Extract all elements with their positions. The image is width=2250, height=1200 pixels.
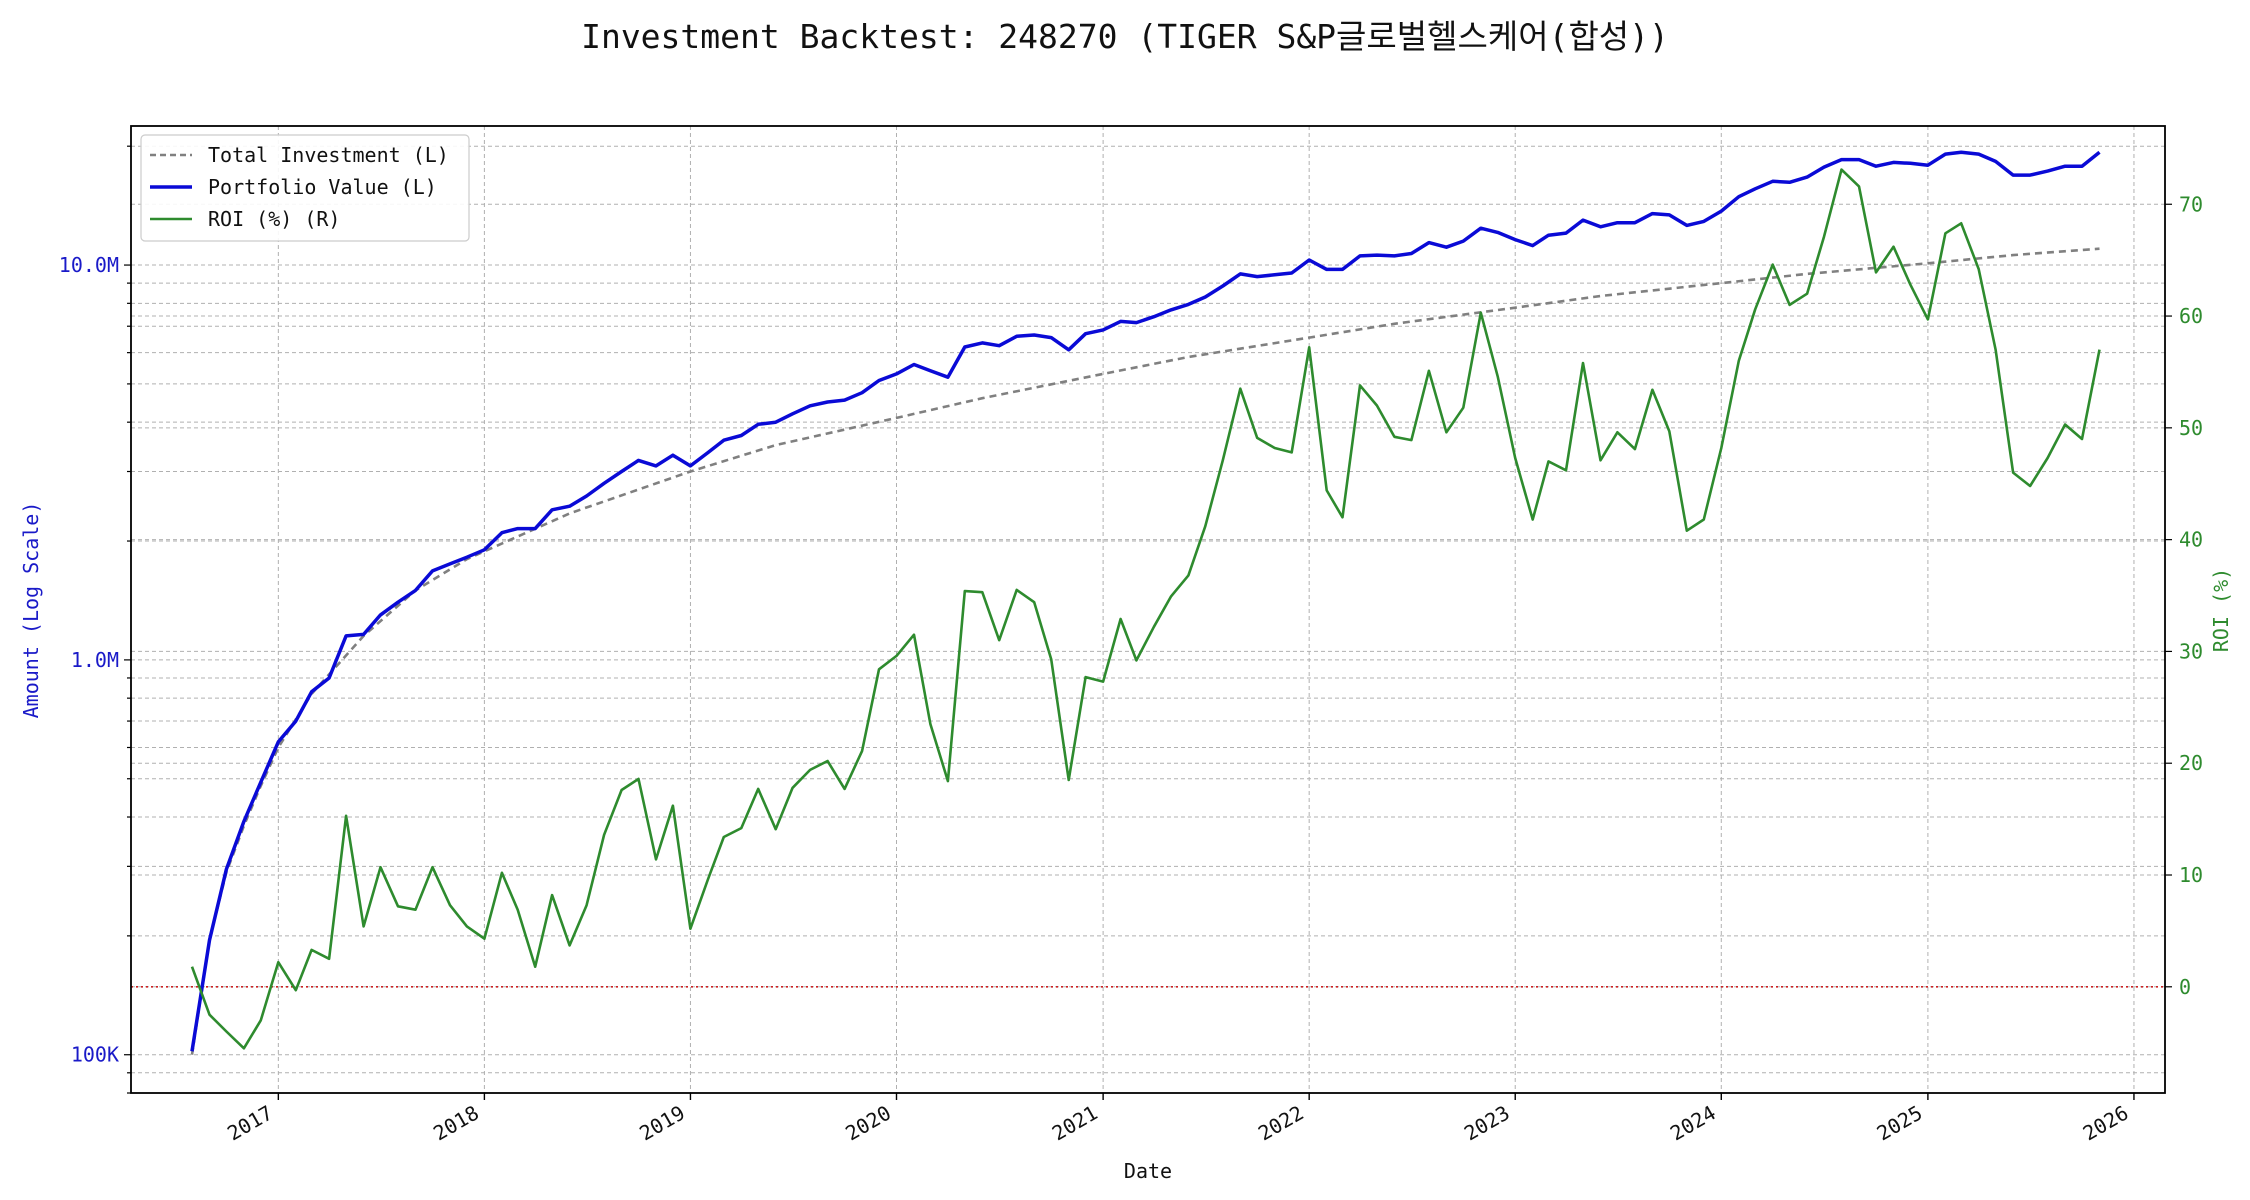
left-y-tick-label: 100K: [71, 1043, 119, 1067]
left-y-axis-title: Amount (Log Scale): [19, 502, 43, 719]
legend-label-total-investment: Total Investment (L): [208, 143, 449, 167]
grid-lines: [131, 126, 2165, 1094]
series-layer: [190, 150, 2101, 1055]
right-y-tick-label: 60: [2179, 304, 2203, 328]
right-y-tick-label: 10: [2179, 863, 2203, 887]
right-y-tick-label: 40: [2179, 528, 2203, 552]
x-tick-label: 2023: [1460, 1101, 1514, 1146]
x-tick-label: 2024: [1666, 1101, 1720, 1146]
right-y-axis: 0 10 20 30 40 50 60 70: [2165, 192, 2203, 999]
left-y-axis: 100K 1.0M 10.0M: [59, 145, 131, 1094]
series-portfolio-value: [190, 150, 2101, 1052]
x-tick-label: 2022: [1254, 1101, 1308, 1146]
legend: Total Investment (L) Portfolio Value (L)…: [140, 134, 470, 242]
x-tick-label: 2017: [223, 1101, 277, 1146]
right-y-tick-label: 70: [2179, 192, 2203, 216]
right-y-tick-label: 0: [2179, 975, 2191, 999]
chart-title: Investment Backtest: 248270 (TIGER S&P글로…: [581, 17, 1669, 56]
legend-box: [140, 134, 470, 242]
x-axis-title: Date: [1124, 1159, 1172, 1183]
plot-frame: [130, 125, 2166, 1094]
left-y-tick-label: 10.0M: [59, 253, 119, 277]
x-tick-label: 2025: [1873, 1101, 1927, 1146]
right-y-axis-title: ROI (%): [2209, 568, 2233, 652]
x-tick-label: 2021: [1048, 1101, 1102, 1146]
x-tick-label: 2020: [841, 1101, 895, 1146]
legend-label-roi: ROI (%) (R): [208, 207, 340, 231]
x-tick-label: 2018: [429, 1101, 483, 1146]
right-y-tick-label: 30: [2179, 639, 2203, 663]
right-y-tick-label: 50: [2179, 416, 2203, 440]
legend-label-portfolio-value: Portfolio Value (L): [208, 175, 437, 199]
series-roi: [190, 168, 2101, 1050]
x-axis: 2017 2018 2019 2020 2021 2022 2023 2024 2025 2026: [223, 1093, 2135, 1146]
series-total-investment: [190, 247, 2100, 1055]
x-tick-label: 2026: [2079, 1101, 2133, 1146]
x-tick-label: 2019: [635, 1101, 689, 1146]
left-y-tick-label: 1.0M: [71, 648, 119, 672]
right-y-tick-label: 20: [2179, 751, 2203, 775]
